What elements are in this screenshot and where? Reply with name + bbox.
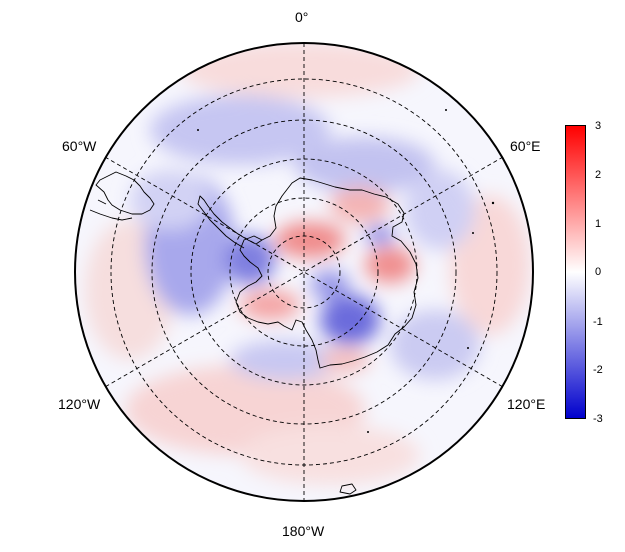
island-dots xyxy=(197,109,495,433)
island-dot xyxy=(491,201,495,205)
colorbar-tick-label: -2 xyxy=(593,364,603,376)
colorbar-tick-label: -1 xyxy=(593,316,603,328)
island-dot xyxy=(472,232,474,234)
colorbar-tick-label: 3 xyxy=(595,120,602,132)
colorbar-tick-label: -3 xyxy=(593,413,603,425)
island-dot xyxy=(467,347,469,349)
island-dot xyxy=(197,129,199,131)
lon-label-60e: 60°E xyxy=(510,138,541,154)
colorbar-tick-label: 0 xyxy=(595,266,602,278)
lon-label-120w: 120°W xyxy=(58,396,101,412)
colorbar-tick-label: 2 xyxy=(595,169,602,181)
lon-label-180w: 180°W xyxy=(282,523,325,539)
island-dot xyxy=(367,431,369,433)
colorbar xyxy=(565,125,586,419)
lon-label-120e: 120°E xyxy=(507,396,546,412)
anomaly-field xyxy=(75,43,533,501)
map-border xyxy=(74,42,534,502)
lon-label-60w: 60°W xyxy=(62,138,97,154)
latitude-circle xyxy=(229,197,379,347)
antarctic-peninsula xyxy=(197,195,263,249)
island-dot xyxy=(445,109,447,111)
colorbar-tick-label: 1 xyxy=(595,218,602,230)
antarctica-coastline xyxy=(235,177,419,369)
new-zealand-islet xyxy=(339,483,357,495)
south-america-coastline xyxy=(95,171,155,215)
south-america-coastline-detail xyxy=(89,199,133,221)
meridian-lines xyxy=(104,43,504,501)
coastline xyxy=(89,171,419,495)
lon-label-0: 0° xyxy=(295,9,309,25)
